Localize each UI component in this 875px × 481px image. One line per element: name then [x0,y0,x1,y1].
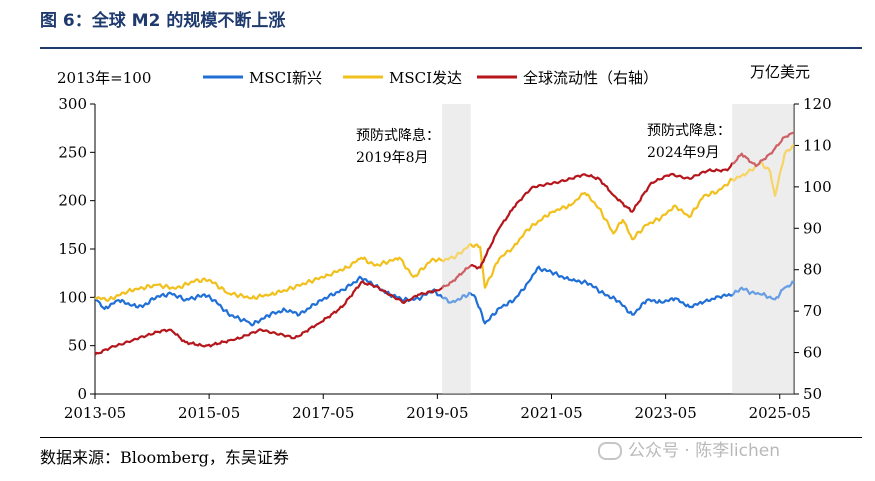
shade-overlay-0 [442,104,471,394]
y-left-tick-50: 50 [68,337,87,355]
y-left-tick-0: 0 [77,385,87,403]
left-axis-label: 2013年=100 [57,69,151,87]
y-right-tick-110: 110 [803,136,832,154]
legend-label-liquidity: 全球流动性（右轴） [523,69,658,87]
x-tick-2021-05: 2021-05 [520,404,582,422]
series-global-liquidity [94,131,794,356]
legend: MSCI新兴 MSCI发达 全球流动性（右轴） [203,69,658,87]
y-left-tick-300: 300 [58,95,87,113]
x-tick-2015-05: 2015-05 [178,404,240,422]
y-right-tick-100: 100 [803,178,832,196]
y-right-tick-70: 70 [803,302,822,320]
shade-overlay-1 [732,104,794,394]
x-tick-2017-05: 2017-05 [292,404,354,422]
y-left-tick-100: 100 [58,288,87,306]
figure-title: 图 6：全球 M2 的规模不断上涨 [40,11,286,31]
y-left-tick-250: 250 [58,143,87,161]
y-right-tick-50: 50 [803,385,822,403]
series-layer [94,131,795,356]
source-rule [40,437,862,438]
legend-label-msci-dm: MSCI发达 [389,69,462,87]
y-right-tick-60: 60 [803,344,822,362]
y-right-tick-90: 90 [803,219,822,237]
shade-period-1 [732,104,794,394]
y-right-tick-120: 120 [803,95,832,113]
right-axis-label: 万亿美元 [750,63,810,81]
shade-label-2019-line2: 2019年8月 [356,150,429,166]
source-note: 数据来源：Bloomberg，东吴证券 [40,448,289,467]
shade-label-2024-line1: 预防式降息： [647,122,731,139]
x-tick-2013-05: 2013-05 [64,404,126,422]
shade-label-2019-line1: 预防式降息： [356,127,440,144]
overlay-layer [442,104,794,394]
y-left-tick-200: 200 [58,192,87,210]
series-msci-dm [94,143,795,303]
ticks-layer: 0 50 100 150 200 250 300 50 60 70 80 90 100 110 120 201… [58,95,831,422]
series-msci-em [94,265,795,327]
title-rule [40,47,862,49]
wechat-icon [598,442,622,460]
y-right-tick-80: 80 [803,261,822,279]
x-tick-2023-05: 2023-05 [634,404,696,422]
x-tick-2025-05: 2025-05 [749,404,811,422]
x-tick-2019-05: 2019-05 [406,404,468,422]
legend-label-msci-em: MSCI新兴 [249,69,322,87]
y-left-tick-150: 150 [58,240,87,258]
watermark: 公众号 · 陈李lichen [598,436,780,461]
watermark-text: 公众号 · 陈李lichen [628,441,781,461]
shade-label-2024-line2: 2024年9月 [647,145,720,161]
